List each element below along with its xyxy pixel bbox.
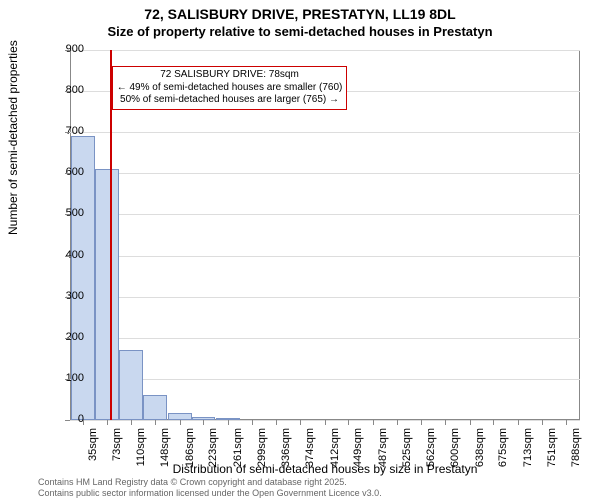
x-tick-mark	[470, 420, 471, 425]
y-tick-label: 700	[44, 125, 84, 137]
annotation-line: 50% of semi-detached houses are larger (…	[117, 94, 343, 107]
annotation-line: 72 SALISBURY DRIVE: 78sqm	[117, 69, 343, 82]
y-tick-mark	[65, 256, 70, 257]
x-tick-mark	[252, 420, 253, 425]
y-tick-label: 100	[44, 372, 84, 384]
x-tick-mark	[228, 420, 229, 425]
x-tick-mark	[493, 420, 494, 425]
annotation-line: ← 49% of semi-detached houses are smalle…	[117, 82, 343, 95]
y-tick-mark	[65, 297, 70, 298]
x-tick-label: 148sqm	[159, 428, 171, 468]
y-tick-mark	[65, 214, 70, 215]
x-tick-label: 35sqm	[87, 428, 99, 468]
y-tick-mark	[65, 91, 70, 92]
histogram-bar	[119, 350, 143, 420]
y-tick-label: 0	[44, 413, 84, 425]
y-tick-mark	[65, 132, 70, 133]
x-tick-mark	[300, 420, 301, 425]
x-tick-mark	[83, 420, 84, 425]
x-tick-mark	[397, 420, 398, 425]
x-tick-label: 110sqm	[135, 428, 147, 468]
histogram-bar	[95, 169, 119, 420]
plot-area: 72 SALISBURY DRIVE: 78sqm← 49% of semi-d…	[70, 50, 580, 420]
x-tick-label: 299sqm	[256, 428, 268, 468]
gridline	[70, 50, 580, 51]
histogram-bar	[168, 413, 192, 420]
x-tick-mark	[518, 420, 519, 425]
x-tick-label: 675sqm	[497, 428, 509, 468]
gridline	[70, 256, 580, 257]
x-tick-label: 412sqm	[329, 428, 341, 468]
x-tick-label: 261sqm	[232, 428, 244, 468]
attribution-footer: Contains HM Land Registry data © Crown c…	[38, 477, 382, 498]
x-tick-label: 449sqm	[352, 428, 364, 468]
chart-container: 72, SALISBURY DRIVE, PRESTATYN, LL19 8DL…	[0, 0, 600, 500]
x-tick-label: 600sqm	[449, 428, 461, 468]
x-tick-label: 713sqm	[522, 428, 534, 468]
y-axis-title: Number of semi-detached properties	[6, 40, 20, 235]
y-tick-label: 200	[44, 331, 84, 343]
gridline	[70, 132, 580, 133]
x-tick-mark	[566, 420, 567, 425]
gridline	[70, 173, 580, 174]
x-tick-mark	[203, 420, 204, 425]
x-tick-label: 186sqm	[184, 428, 196, 468]
x-tick-label: 788sqm	[570, 428, 582, 468]
y-tick-label: 600	[44, 166, 84, 178]
x-tick-mark	[325, 420, 326, 425]
x-tick-mark	[373, 420, 374, 425]
x-tick-label: 525sqm	[401, 428, 413, 468]
y-tick-label: 500	[44, 207, 84, 219]
y-tick-label: 900	[44, 43, 84, 55]
x-tick-label: 374sqm	[304, 428, 316, 468]
x-tick-label: 562sqm	[425, 428, 437, 468]
annotation-box: 72 SALISBURY DRIVE: 78sqm← 49% of semi-d…	[112, 66, 348, 110]
y-tick-mark	[65, 173, 70, 174]
x-tick-mark	[276, 420, 277, 425]
x-tick-mark	[421, 420, 422, 425]
chart-subtitle: Size of property relative to semi-detach…	[0, 24, 600, 39]
x-tick-mark	[155, 420, 156, 425]
x-tick-label: 223sqm	[207, 428, 219, 468]
histogram-bar	[143, 395, 167, 420]
y-tick-mark	[65, 379, 70, 380]
x-tick-label: 73sqm	[111, 428, 123, 468]
footer-line-1: Contains HM Land Registry data © Crown c…	[38, 477, 382, 487]
gridline	[70, 297, 580, 298]
y-tick-label: 800	[44, 84, 84, 96]
y-tick-label: 400	[44, 249, 84, 261]
gridline	[70, 338, 580, 339]
x-tick-mark	[348, 420, 349, 425]
chart-title: 72, SALISBURY DRIVE, PRESTATYN, LL19 8DL	[0, 6, 600, 22]
x-tick-mark	[445, 420, 446, 425]
x-tick-label: 638sqm	[474, 428, 486, 468]
x-tick-mark	[131, 420, 132, 425]
gridline	[70, 214, 580, 215]
y-tick-label: 300	[44, 290, 84, 302]
x-tick-mark	[542, 420, 543, 425]
footer-line-2: Contains public sector information licen…	[38, 488, 382, 498]
y-tick-mark	[65, 338, 70, 339]
x-tick-label: 751sqm	[546, 428, 558, 468]
x-tick-mark	[180, 420, 181, 425]
x-tick-mark	[107, 420, 108, 425]
y-tick-mark	[65, 50, 70, 51]
x-tick-label: 336sqm	[280, 428, 292, 468]
y-tick-mark	[65, 420, 70, 421]
x-tick-label: 487sqm	[377, 428, 389, 468]
gridline	[70, 379, 580, 380]
